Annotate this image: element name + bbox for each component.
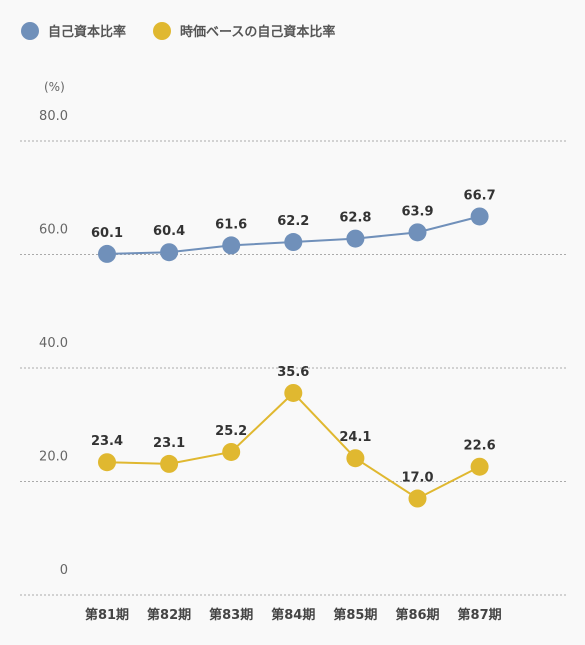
series-2: 23.4 23.1 25.2 35.6 24.1 17.0 22.6 [91,365,496,508]
x-category-label: 第83期 [209,607,253,623]
data-point [470,207,489,226]
series-1: 60.1 60.4 61.6 62.2 62.8 63.9 66.7 [91,188,496,263]
data-label: 61.6 [215,217,247,232]
data-label: 23.4 [91,434,123,449]
legend-marker-market-equity-ratio [153,22,171,40]
data-point [160,243,179,262]
x-category-label: 第81期 [85,607,129,623]
x-category-label: 第82期 [147,607,191,623]
y-axis-unit: (%) [44,80,65,94]
data-point [408,223,427,242]
data-label: 60.4 [153,224,185,239]
data-label: 35.6 [277,365,309,380]
x-category-label: 第86期 [395,607,439,623]
data-label: 23.1 [153,436,185,451]
y-axis-ticks: 80.0 60.0 40.0 20.0 0 [39,109,68,578]
x-category-label: 第87期 [458,607,502,623]
y-tick-label: 40.0 [39,336,68,351]
data-point [346,229,365,248]
data-label: 60.1 [91,226,123,241]
data-point [346,449,365,468]
data-point [98,453,116,472]
series: 60.1 60.4 61.6 62.2 62.8 63.9 66.7 23.4 23.1 25.2… [91,188,496,508]
data-label: 66.7 [464,188,496,203]
legend-label-equity-ratio: 自己資本比率 [48,24,126,40]
legend-marker-equity-ratio [21,22,39,40]
data-point [160,454,179,473]
data-point [222,236,241,255]
y-tick-label: 0 [60,563,68,578]
data-label: 63.9 [401,204,433,219]
data-label: 24.1 [339,430,371,445]
x-category-label: 第85期 [333,607,377,623]
data-label: 25.2 [215,424,247,439]
data-label: 62.8 [339,211,371,226]
x-category-label: 第84期 [271,607,315,623]
y-tick-label: 20.0 [39,450,68,465]
data-point [408,489,427,508]
data-point [284,233,303,252]
y-tick-label: 80.0 [39,109,68,124]
data-point [284,383,303,402]
data-point [222,442,241,461]
legend: 自己資本比率 時価ベースの自己資本比率 [21,22,335,40]
grid [20,140,566,596]
data-point [98,244,116,263]
data-label: 62.2 [277,214,309,229]
y-tick-label: 60.0 [39,223,68,238]
legend-label-market-equity-ratio: 時価ベースの自己資本比率 [180,24,335,40]
data-point [470,457,489,476]
x-axis-categories: 第81期 第82期 第83期 第84期 第85期 第86期 第87期 [85,607,502,623]
data-label: 17.0 [401,471,433,486]
data-label: 22.6 [464,439,496,454]
